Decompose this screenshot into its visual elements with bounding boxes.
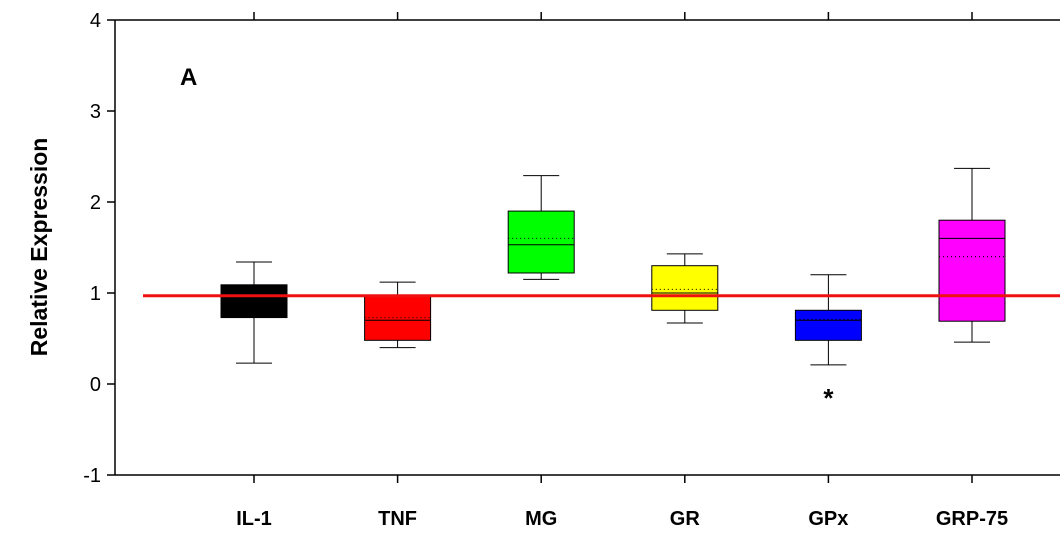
box-gr [651,253,719,324]
box-rect [220,284,288,319]
box-mg [507,175,575,280]
box-rect [651,265,719,311]
box-rect [938,219,1006,322]
y-tick-label: -1 [83,465,101,487]
y-axis-ticks: -1 0 1 2 3 4 [83,10,115,487]
significance-asterisk: * [823,383,834,413]
x-tick-label: TNF [378,508,417,530]
box-gpx [794,274,862,366]
y-tick-label: 2 [90,192,101,214]
y-tick-label: 4 [90,10,101,32]
x-tick-label: MG [525,508,557,530]
y-tick-label: 1 [90,283,101,305]
y-tick-label: 0 [90,374,101,396]
x-axis-labels: IL-1 TNF MG GR GPx GRP-75 [236,12,1008,530]
box-il-1 [220,261,288,364]
box-rect [507,210,575,274]
y-axis-title: Relative Expression [26,138,52,357]
box-series [220,167,1006,366]
x-tick-label: GR [670,508,701,530]
x-tick-label: IL-1 [236,508,272,530]
annotations: * [823,383,834,413]
box-rect [794,309,862,341]
x-tick-label: GRP-75 [936,508,1008,530]
x-tick-label: GPx [808,508,848,530]
y-tick-label: 3 [90,101,101,123]
box-grp-75 [938,167,1006,343]
plot-frame [114,19,1060,476]
box-tnf [364,281,432,349]
panel-label: A [180,64,197,91]
